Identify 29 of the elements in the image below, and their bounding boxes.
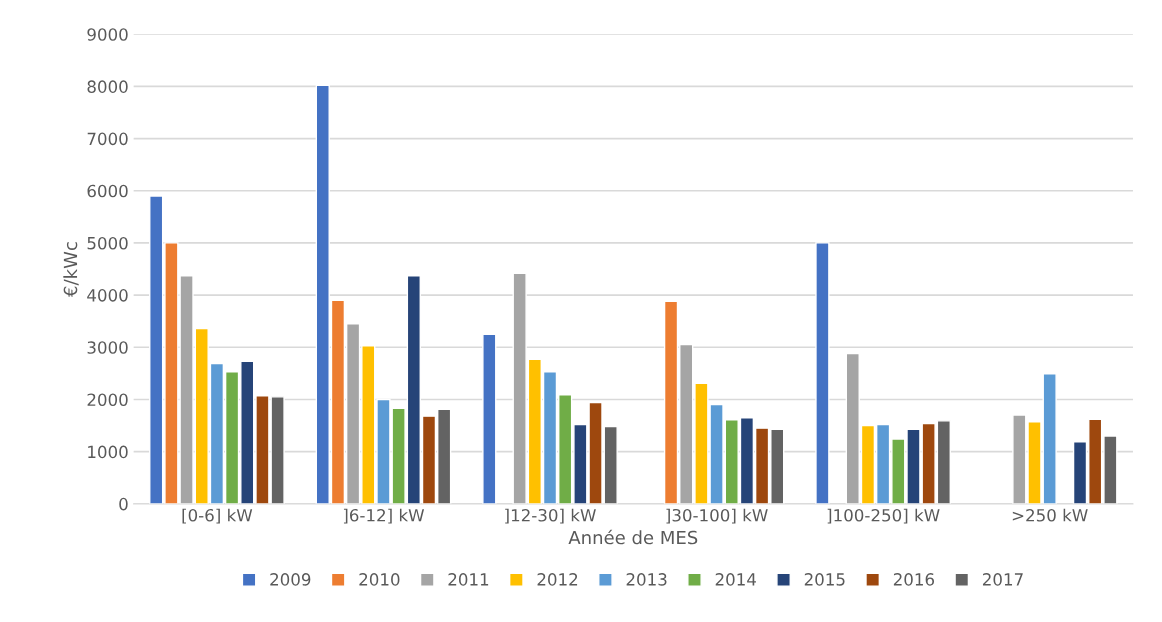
y-tick-label: 6000	[87, 184, 128, 198]
legend-label: 2013	[626, 573, 667, 586]
x-axis-title: Année de MES	[568, 529, 698, 545]
y-tick-label: 4000	[87, 289, 128, 302]
y-tick-label: 5000	[87, 236, 128, 250]
y-tick-label: 2000	[87, 393, 128, 407]
legend-label: 2017	[982, 573, 1023, 586]
y-axis-title: €/kWc	[63, 242, 79, 297]
y-tick-label: 1000	[88, 445, 128, 459]
legend-label: 2011	[448, 573, 489, 586]
legend-label: 2010	[359, 573, 400, 586]
x-tick-label: >250 kW	[1012, 508, 1088, 522]
bar	[815, 242, 830, 504]
y-tick-label: 3000	[87, 341, 128, 354]
x-tick-label: ]30-100] kW	[666, 508, 768, 524]
x-tick-label: ]6-12] kW	[343, 508, 425, 524]
x-tick-label: ]12-30] kW	[505, 508, 596, 524]
bar	[482, 333, 497, 504]
x-tick-label: ]100-250] kW	[827, 508, 940, 524]
legend-label: 2009	[270, 573, 311, 586]
y-tick-label: 7000	[87, 132, 128, 146]
y-tick-label: 9000	[87, 28, 128, 41]
x-tick-label: [0-6] kW	[182, 508, 253, 524]
y-tick-label: 8000	[87, 80, 128, 93]
legend-label: 2014	[715, 573, 756, 586]
legend-label: 2016	[893, 573, 935, 586]
y-tick-label: 0	[119, 497, 128, 511]
legend-label: 2012	[537, 573, 578, 586]
legend-label: 2015	[804, 573, 845, 586]
